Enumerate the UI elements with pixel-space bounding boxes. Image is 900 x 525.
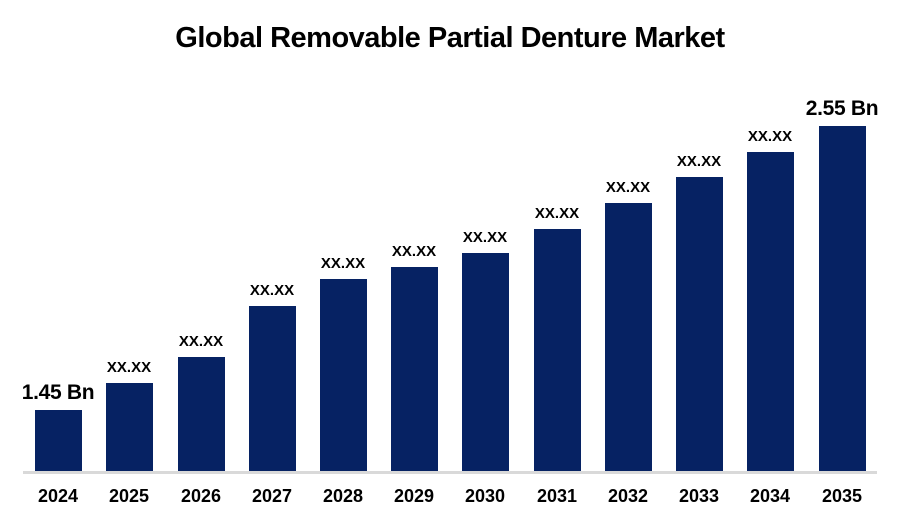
bar-2035 <box>818 126 866 471</box>
bar-2033 <box>675 177 723 471</box>
x-tick-2034: 2034 <box>749 486 791 506</box>
bar-value-label-2035: 2.55 Bn <box>805 97 879 120</box>
bar-value-label-2031: XX.XX <box>534 205 580 222</box>
bar-2026 <box>177 357 225 471</box>
bar-2028 <box>319 279 367 471</box>
bar-value-label-2032: XX.XX <box>605 179 651 196</box>
x-tick-2031: 2031 <box>536 486 578 506</box>
x-axis-line <box>23 471 877 474</box>
x-tick-2026: 2026 <box>180 486 222 506</box>
x-tick-2024: 2024 <box>37 486 79 506</box>
bar-2034 <box>746 152 794 471</box>
bar-2032 <box>604 203 652 471</box>
x-tick-2029: 2029 <box>393 486 435 506</box>
bar-2031 <box>533 229 581 471</box>
bar-value-label-2029: XX.XX <box>391 243 437 260</box>
bar-value-label-2034: XX.XX <box>747 128 793 145</box>
chart-title: Global Removable Partial Denture Market <box>175 22 725 54</box>
bar-value-label-2026: XX.XX <box>178 333 224 350</box>
x-tick-2032: 2032 <box>607 486 649 506</box>
x-tick-2027: 2027 <box>251 486 293 506</box>
x-tick-2035: 2035 <box>821 486 863 506</box>
x-tick-2028: 2028 <box>322 486 364 506</box>
bar-value-label-2027: XX.XX <box>249 282 295 299</box>
bar-value-label-2033: XX.XX <box>676 153 722 170</box>
x-tick-2033: 2033 <box>678 486 720 506</box>
bar-value-label-2024: 1.45 Bn <box>21 381 95 404</box>
bar-value-label-2028: XX.XX <box>320 255 366 272</box>
bar-2029 <box>390 267 438 471</box>
bar-2030 <box>461 253 509 471</box>
bar-2027 <box>248 306 296 471</box>
x-tick-2030: 2030 <box>464 486 506 506</box>
bar-value-label-2025: XX.XX <box>106 359 152 376</box>
bar-2024 <box>34 410 82 471</box>
bar-2025 <box>105 383 153 471</box>
bar-value-label-2030: XX.XX <box>462 229 508 246</box>
x-tick-2025: 2025 <box>108 486 150 506</box>
